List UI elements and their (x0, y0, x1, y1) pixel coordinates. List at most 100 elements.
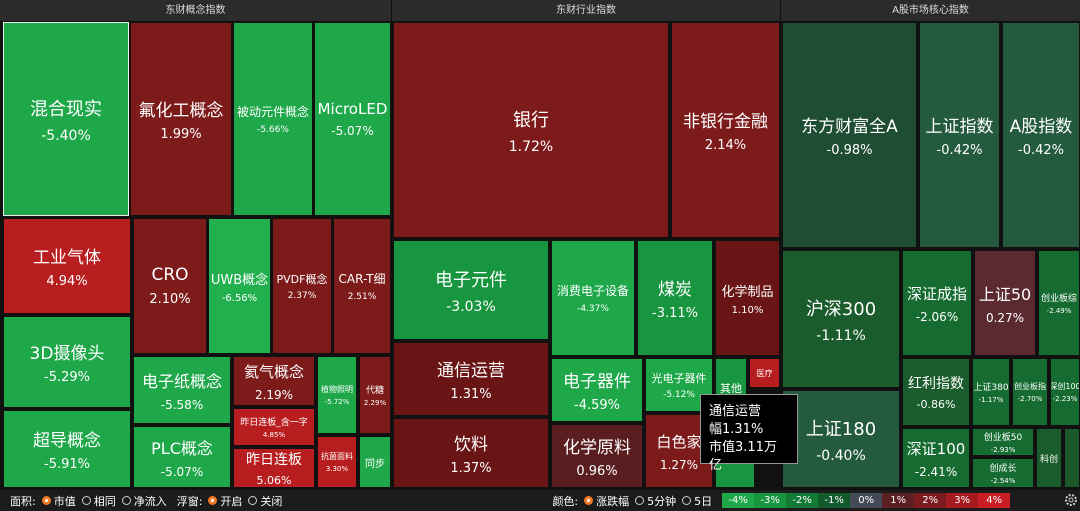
tile[interactable]: 化学制品 1.10% (715, 240, 780, 356)
tile-label: 创业板50 (983, 432, 1023, 443)
tile[interactable]: 化学原料 0.96% (551, 424, 643, 488)
tile-label: 氟化工概念 (138, 100, 224, 121)
tile-change: -3.03% (446, 298, 496, 315)
tile-change: -5.29% (44, 370, 90, 386)
radio-option[interactable]: 开启 (208, 493, 242, 509)
radio[interactable] (121, 496, 131, 505)
radio[interactable] (682, 496, 692, 505)
radio[interactable] (208, 496, 218, 505)
tile[interactable]: CAR-T细 2.51% (333, 218, 391, 354)
tile[interactable]: 医疗 (749, 358, 780, 388)
tile[interactable]: 创业板指 -2.70% (1012, 358, 1048, 426)
tile[interactable]: 上证180 -0.40% (782, 390, 900, 488)
tile[interactable]: 电子元件 -3.03% (393, 240, 549, 340)
tile-label: 电子器件 (563, 371, 631, 392)
radio[interactable] (248, 496, 258, 505)
tile-label: 消费电子设备 (556, 284, 629, 299)
tile-change: -1.11% (816, 327, 866, 344)
tile-label: 非银行金融 (683, 111, 768, 132)
tile[interactable]: 同步 (359, 436, 391, 488)
tile[interactable]: 深证成指 -2.06% (902, 250, 972, 356)
tile[interactable]: 工业气体 4.94% (3, 218, 131, 314)
tile[interactable]: 创业板50 -2.93% (972, 428, 1034, 456)
radio-option[interactable]: 市值 (41, 493, 76, 509)
tile-label: 化学原料 (563, 437, 631, 458)
legend-item: 4% (978, 493, 1011, 508)
tile-label: 同步 (365, 458, 385, 470)
tooltip: 通信运营 幅1.31% 市值3.11万亿 (700, 394, 798, 473)
tile[interactable]: 深证100 -2.41% (902, 428, 970, 488)
radio[interactable] (584, 496, 594, 505)
tile[interactable] (1064, 428, 1080, 488)
tile[interactable]: A股指数 -0.42% (1002, 22, 1080, 248)
tile-label: MicroLED (317, 100, 388, 118)
tile[interactable]: 东方财富全A -0.98% (782, 22, 917, 248)
settings-icon[interactable] (1064, 493, 1078, 507)
tile-change: -5.58% (160, 398, 204, 412)
tile[interactable]: 深创100 -2.23% (1050, 358, 1080, 426)
tile[interactable]: 抗菌面料 3.30% (317, 436, 357, 488)
tile[interactable]: 代糖 2.29% (359, 356, 391, 434)
tile[interactable]: 饮料 1.37% (393, 418, 549, 488)
tile[interactable]: 电子纸概念 -5.58% (133, 356, 231, 424)
tile-change: -2.54% (990, 477, 1016, 486)
tile[interactable]: 银行 1.72% (393, 22, 669, 238)
tile[interactable]: 昨日连板 5.06% (233, 448, 315, 488)
radio-label: 关闭 (260, 494, 283, 508)
tile[interactable]: 上证50 0.27% (974, 250, 1036, 356)
tile[interactable]: 科创 (1036, 428, 1062, 488)
tile[interactable]: PLC概念 -5.07% (133, 426, 231, 488)
tile[interactable]: 消费电子设备 -4.37% (551, 240, 635, 356)
tile-change: -5.12% (663, 390, 695, 401)
legend-item: 2% (914, 493, 947, 508)
tile[interactable]: 植物照明 -5.72% (317, 356, 357, 434)
tile-label: 超导概念 (33, 430, 101, 451)
tile[interactable]: 超导概念 -5.91% (3, 410, 131, 488)
tile[interactable]: 创成长 -2.54% (972, 458, 1034, 488)
legend-item: -4% (722, 493, 755, 508)
tile[interactable]: 光电子器件 -5.12% (645, 358, 713, 412)
tile-label: 其他 (720, 382, 742, 395)
tile[interactable]: 非银行金融 2.14% (671, 22, 780, 238)
tile[interactable]: 被动元件概念 -5.66% (233, 22, 313, 216)
radio-option[interactable]: 净流入 (121, 493, 167, 509)
tile[interactable]: 昨日连板_含一字 4.85% (233, 408, 315, 446)
tile[interactable]: 3D摄像头 -5.29% (3, 316, 131, 408)
radio-label: 开启 (220, 494, 243, 508)
radio-option[interactable]: 涨跌幅 (584, 493, 629, 509)
tile[interactable]: MicroLED -5.07% (314, 22, 391, 216)
tile[interactable]: 通信运营 1.31% (393, 342, 549, 416)
tile-label: 3D摄像头 (29, 343, 105, 364)
tile-label: 医疗 (756, 368, 773, 378)
radio[interactable] (81, 496, 91, 505)
tile-label: 氦气概念 (243, 362, 304, 381)
tile-change: 2.37% (287, 291, 317, 302)
radio-option[interactable]: 5日 (682, 493, 712, 509)
tile[interactable]: 氦气概念 2.19% (233, 356, 315, 406)
tile-change: -5.72% (324, 398, 350, 407)
tile[interactable]: CRO 2.10% (133, 218, 207, 354)
tile[interactable]: 煤炭 -3.11% (637, 240, 713, 356)
tile-label: 通信运营 (437, 360, 505, 381)
tile[interactable]: 上证380 -1.17% (972, 358, 1010, 426)
tile[interactable]: 上证指数 -0.42% (919, 22, 1000, 248)
option-group: 颜色: 涨跌幅 5分钟 5日 (552, 493, 712, 509)
tile-label: 电子元件 (435, 269, 507, 291)
tile[interactable]: 氟化工概念 1.99% (130, 22, 232, 216)
tile[interactable]: UWB概念 -6.56% (208, 218, 271, 354)
tile[interactable]: 沪深300 -1.11% (782, 250, 900, 388)
radio-option[interactable]: 关闭 (248, 493, 282, 509)
tile[interactable]: PVDF概念 2.37% (272, 218, 332, 354)
tile[interactable]: 混合现实 -5.40% (3, 22, 129, 216)
tile[interactable]: 红利指数 -0.86% (902, 358, 970, 426)
radio-option[interactable]: 相同 (81, 493, 116, 509)
tile[interactable]: 电子器件 -4.59% (551, 358, 643, 422)
tile-change: -4.59% (574, 398, 620, 414)
group-label: 面积: (10, 494, 36, 508)
radio-option[interactable]: 5分钟 (635, 493, 676, 509)
radio[interactable] (635, 496, 645, 505)
tile-label: 煤炭 (658, 279, 692, 300)
tile[interactable]: 创业板综 -2.49% (1038, 250, 1080, 356)
tile-label: 深证成指 (906, 284, 967, 303)
radio[interactable] (41, 496, 51, 505)
